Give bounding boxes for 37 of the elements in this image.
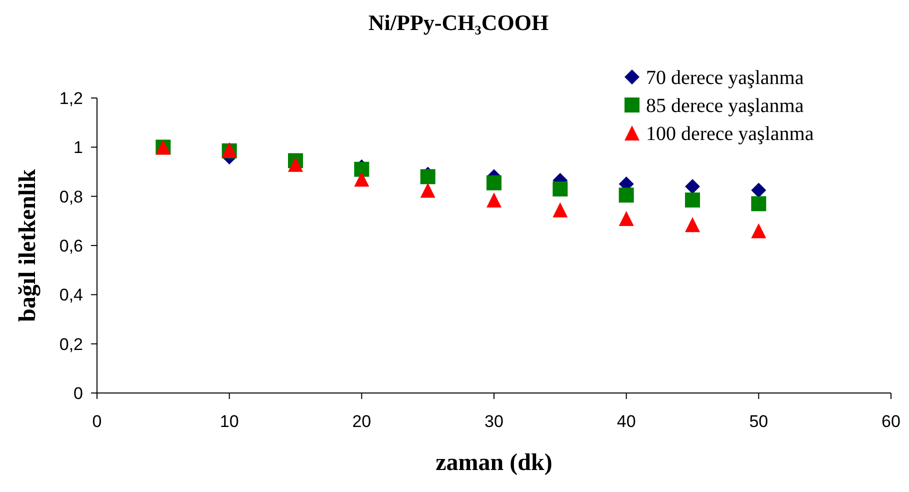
point [354,172,370,187]
x-tick-label: 20 [352,412,372,431]
x-tick-label: 30 [484,412,504,431]
x-tick-label: 10 [220,412,239,431]
x-axis-title: zaman (dk) [436,450,552,476]
point [751,223,766,238]
x-tick-label: 60 [882,412,900,431]
point [685,179,700,194]
legend-label: 100 derece yaşlanma [646,123,814,145]
point [552,202,568,218]
y-axis-title: bağıl iletkenlik [15,168,41,322]
point [552,181,568,196]
point [751,196,766,212]
point [618,188,634,203]
point [420,182,436,198]
point [618,210,634,226]
y-tick-label: 0,8 [59,187,83,206]
y-tick-label: 1 [74,138,83,158]
x-tick-label: 50 [749,412,768,431]
x-tick-label: 40 [616,412,636,431]
point [420,169,436,184]
y-tick-label: 0 [74,384,83,403]
point [751,182,766,198]
y-tick-label: 0,4 [59,286,83,305]
chart-title: Ni/PPy-CH₃COOH [368,10,549,35]
point [685,217,700,232]
point [354,162,370,177]
y-tick-label: 0,6 [59,236,83,256]
legend-label: 70 derece yaşlanma [646,67,804,89]
legend-label: 85 derece yaşlanma [646,95,804,117]
point [288,156,303,172]
point [486,175,502,190]
point [685,192,700,208]
y-tick-label: 0,2 [59,334,83,354]
point [486,192,502,208]
y-tick-label: 1,2 [59,89,83,108]
x-tick-label: 0 [92,412,102,431]
